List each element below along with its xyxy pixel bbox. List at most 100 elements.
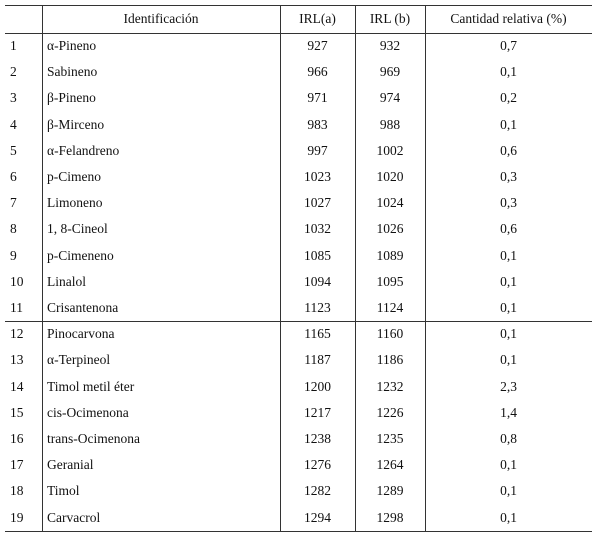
value-cell: 974 xyxy=(379,90,401,106)
row-number: 18 xyxy=(10,483,24,499)
value-cell: 927 xyxy=(307,38,328,53)
value-cell: 0,8 xyxy=(500,431,517,446)
row-number: 14 xyxy=(10,378,24,394)
value-cell: 971 xyxy=(307,90,328,106)
value-cell: 1020 xyxy=(376,169,404,184)
value-cell: 0,1 xyxy=(500,64,517,80)
rule xyxy=(5,33,592,34)
value-cell: 1024 xyxy=(376,195,404,211)
compound-name: cis-Ocimenona xyxy=(47,404,129,420)
compound-name: α-Terpineol xyxy=(47,352,111,368)
value-cell: 1,4 xyxy=(500,404,517,420)
value-cell: 1264 xyxy=(376,457,404,473)
value-cell: 1094 xyxy=(304,273,331,289)
compound-name: Pinocarvona xyxy=(47,326,115,342)
value-cell: 1124 xyxy=(376,300,404,315)
value-cell: 1027 xyxy=(304,195,331,211)
header-cell: IRL (b) xyxy=(369,11,411,26)
value-cell: 1002 xyxy=(376,142,404,158)
row-number: 6 xyxy=(10,169,17,184)
row-number: 11 xyxy=(10,300,23,315)
row-number: 3 xyxy=(10,90,17,106)
value-cell: 1298 xyxy=(376,509,404,525)
row-number: 2 xyxy=(10,64,17,80)
compound-name: Sabineno xyxy=(47,64,98,80)
value-cell: 1023 xyxy=(304,169,331,184)
row-number: 9 xyxy=(10,247,17,263)
value-cell: 0,1 xyxy=(500,326,517,342)
value-cell: 1235 xyxy=(376,431,404,446)
value-cell: 0,6 xyxy=(500,221,517,237)
row-number: 13 xyxy=(10,352,24,368)
value-cell: 1095 xyxy=(376,273,404,289)
value-cell: 1089 xyxy=(376,247,404,263)
compound-name: Limoneno xyxy=(47,195,103,211)
value-cell: 1238 xyxy=(304,431,331,446)
header-cell: Cantidad relativa (%) xyxy=(450,11,567,26)
value-cell: 1123 xyxy=(304,300,331,315)
value-cell: 0,6 xyxy=(500,142,517,158)
value-cell: 0,2 xyxy=(500,90,517,106)
row-number: 19 xyxy=(10,509,24,525)
rule xyxy=(5,5,592,6)
column-rule xyxy=(42,5,43,531)
value-cell: 1232 xyxy=(376,378,404,394)
value-cell: 932 xyxy=(379,38,401,53)
value-cell: 983 xyxy=(307,116,328,132)
value-cell: 1165 xyxy=(304,326,331,342)
value-cell: 2,3 xyxy=(500,378,517,394)
value-cell: 997 xyxy=(307,142,328,158)
compound-name: Linalol xyxy=(47,273,86,289)
row-number: 5 xyxy=(10,142,17,158)
compound-name: β-Pineno xyxy=(47,90,96,106)
value-cell: 1217 xyxy=(304,404,331,420)
value-cell: 0,1 xyxy=(500,300,517,315)
compound-name: Geranial xyxy=(47,457,94,473)
value-cell: 1294 xyxy=(304,509,331,525)
value-cell: 0,3 xyxy=(500,195,517,211)
value-cell: 0,3 xyxy=(500,169,517,184)
value-cell: 1160 xyxy=(376,326,404,342)
value-cell: 1200 xyxy=(304,378,331,394)
value-cell: 966 xyxy=(307,64,328,80)
row-number: 1 xyxy=(10,38,17,53)
compound-name: Carvacrol xyxy=(47,509,101,525)
value-cell: 0,7 xyxy=(500,38,517,53)
column-rule xyxy=(425,5,426,531)
rule xyxy=(5,321,592,323)
value-cell: 1186 xyxy=(376,352,404,368)
compound-name: α-Pineno xyxy=(47,38,97,53)
value-cell: 0,1 xyxy=(500,273,517,289)
value-cell: 988 xyxy=(379,116,401,132)
value-cell: 0,1 xyxy=(500,116,517,132)
compound-name: β-Mirceno xyxy=(47,116,105,132)
row-number: 8 xyxy=(10,221,17,237)
value-cell: 1085 xyxy=(304,247,331,263)
value-cell: 1187 xyxy=(304,352,331,368)
row-number: 12 xyxy=(10,326,24,342)
row-number: 10 xyxy=(10,273,24,289)
row-number: 7 xyxy=(10,195,17,211)
value-cell: 969 xyxy=(379,64,401,80)
row-number: 15 xyxy=(10,404,24,420)
compound-name: Timol metil éter xyxy=(47,378,135,394)
value-cell: 0,1 xyxy=(500,509,517,525)
header-cell: Identificación xyxy=(123,11,199,26)
compound-name: p-Cimeno xyxy=(47,169,101,184)
value-cell: 1032 xyxy=(304,221,331,237)
compound-name: α-Felandreno xyxy=(47,142,120,158)
column-rule xyxy=(280,5,281,531)
value-cell: 0,1 xyxy=(500,352,517,368)
value-cell: 1282 xyxy=(304,483,331,499)
row-number: 17 xyxy=(10,457,24,473)
value-cell: 0,1 xyxy=(500,457,517,473)
value-cell: 0,1 xyxy=(500,247,517,263)
compound-name: Crisantenona xyxy=(47,300,119,315)
row-number: 4 xyxy=(10,116,17,132)
value-cell: 1226 xyxy=(376,404,404,420)
value-cell: 0,1 xyxy=(500,483,517,499)
header-cell: IRL(a) xyxy=(299,11,336,26)
compound-name: p-Cimeneno xyxy=(47,247,114,263)
value-cell: 1289 xyxy=(376,483,404,499)
